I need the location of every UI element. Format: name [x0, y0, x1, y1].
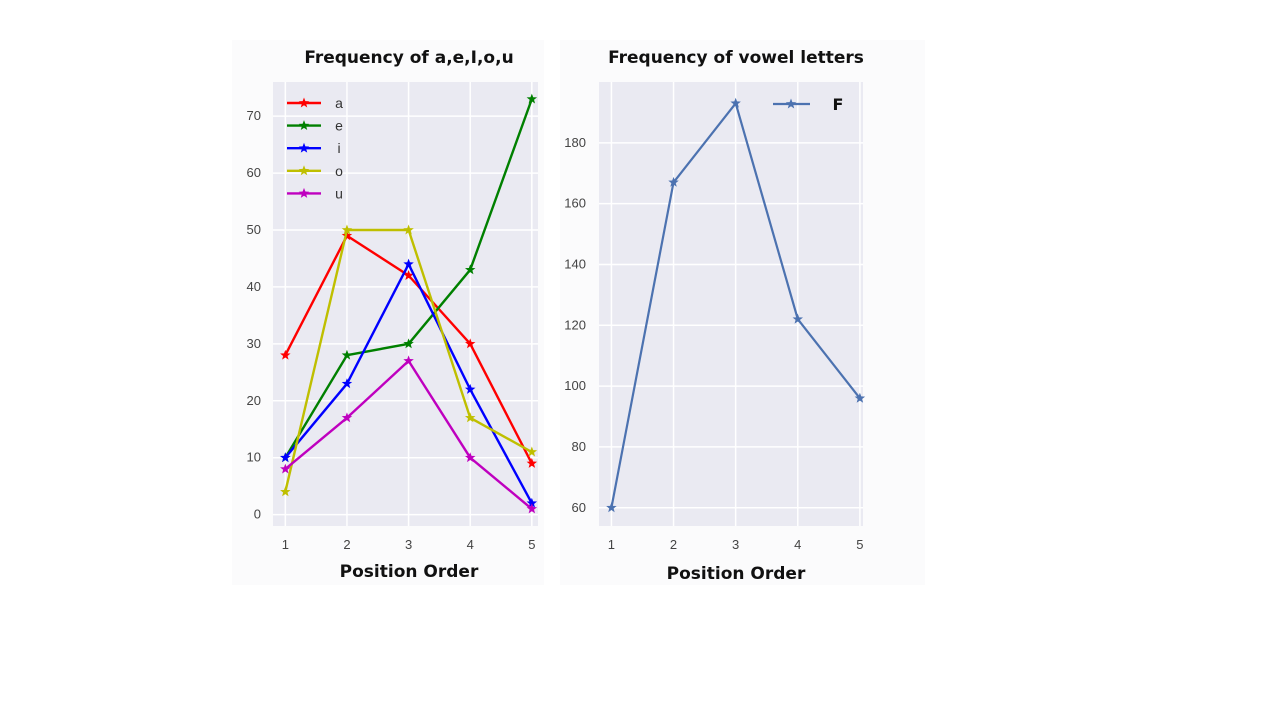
- chart1-ytick-label: 20: [247, 393, 261, 408]
- chart1-title: Frequency of a,e,I,o,u: [304, 48, 513, 68]
- chart1-xtick-label: 4: [467, 537, 474, 552]
- chart1-point-i: [403, 258, 414, 269]
- chart2-point-F: [854, 392, 866, 403]
- chart2-plot-area: [599, 82, 863, 526]
- chart1-ytick-label: 0: [254, 507, 261, 522]
- chart1-ytick-label: 30: [247, 336, 261, 351]
- chart1-legend-marker-u: [298, 187, 310, 198]
- chart2-xlabel: Position Order: [667, 564, 806, 584]
- chart2-legend-label: F: [833, 95, 844, 114]
- chart2-legend-marker: [785, 98, 797, 109]
- chart1-xtick-label: 2: [343, 537, 350, 552]
- chart1-point-a: [280, 349, 291, 360]
- chart1-legend-label-i: i: [337, 140, 340, 156]
- chart2-ytick-label: 100: [564, 378, 586, 393]
- chart1-ytick-label: 50: [247, 222, 261, 237]
- chart1-xtick-label: 5: [528, 537, 535, 552]
- chart2-ytick-label: 60: [572, 500, 586, 515]
- chart1-xtick-label: 1: [282, 537, 289, 552]
- chart1-xlabel: Position Order: [340, 562, 479, 582]
- chart1-point-i: [464, 383, 476, 394]
- chart1-legend-label-u: u: [335, 185, 343, 201]
- chart1-point-o: [341, 224, 353, 235]
- chart1-ytick-label: 60: [247, 165, 261, 180]
- chart1-plot-area: [273, 82, 538, 526]
- chart1-legend-label-e: e: [335, 118, 343, 134]
- chart1-point-a: [464, 338, 476, 349]
- chart1-point-u: [526, 503, 538, 514]
- chart1-point-i: [526, 497, 538, 508]
- chart1-legend-marker-i: [298, 142, 310, 153]
- chart1-xtick-label: 3: [405, 537, 412, 552]
- chart1-point-i: [280, 452, 291, 463]
- chart1-point-e: [464, 264, 476, 275]
- chart1-ytick-label: 40: [247, 279, 261, 294]
- chart2-xtick-label: 3: [732, 537, 739, 552]
- chart1-point-u: [280, 463, 291, 474]
- chart1-legend-marker-o: [298, 165, 310, 176]
- chart2-xtick-label: 1: [608, 537, 615, 552]
- chart1-legend-marker-a: [298, 97, 310, 108]
- chart1-point-e: [403, 338, 414, 349]
- chart-frequency-vowels: 1 2 3 4 5 60 80 100 120 140 160 180 Frequency of vow…: [564, 48, 866, 584]
- chart1-point-u: [464, 452, 476, 463]
- chart1-point-o: [464, 412, 476, 423]
- chart1-point-o: [403, 224, 414, 235]
- chart2-xtick-label: 5: [856, 537, 863, 552]
- chart2-xtick-label: 4: [794, 537, 801, 552]
- chart1-ytick-label: 10: [247, 450, 261, 465]
- chart2-point-F: [668, 176, 679, 187]
- chart1-point-o: [280, 486, 291, 497]
- chart2-ytick-label: 120: [564, 317, 586, 332]
- chart2-title: Frequency of vowel letters: [608, 48, 864, 68]
- chart2-ytick-label: 140: [564, 256, 586, 271]
- chart1-point-u: [403, 355, 414, 366]
- chart2-point-F: [730, 97, 741, 108]
- chart2-xtick-label: 2: [670, 537, 677, 552]
- chart1-ytick-label: 70: [247, 108, 261, 123]
- chart1-point-u: [341, 412, 353, 423]
- chart1-legend-label-o: o: [335, 163, 343, 179]
- chart2-ytick-label: 160: [564, 196, 586, 211]
- chart1-legend-marker-e: [298, 120, 310, 131]
- chart1-point-e: [341, 349, 353, 360]
- chart1-point-a: [403, 270, 414, 280]
- chart2-point-F: [606, 502, 617, 513]
- chart2-ytick-label: 80: [572, 439, 586, 454]
- chart1-legend-label-a: a: [335, 95, 343, 111]
- chart1-point-o: [526, 446, 538, 457]
- chart2-ytick-label: 180: [564, 135, 586, 150]
- chart1-point-i: [341, 378, 353, 389]
- chart1-point-a: [526, 457, 538, 468]
- chart2-point-F: [792, 313, 804, 324]
- chart1-point-e: [526, 93, 538, 104]
